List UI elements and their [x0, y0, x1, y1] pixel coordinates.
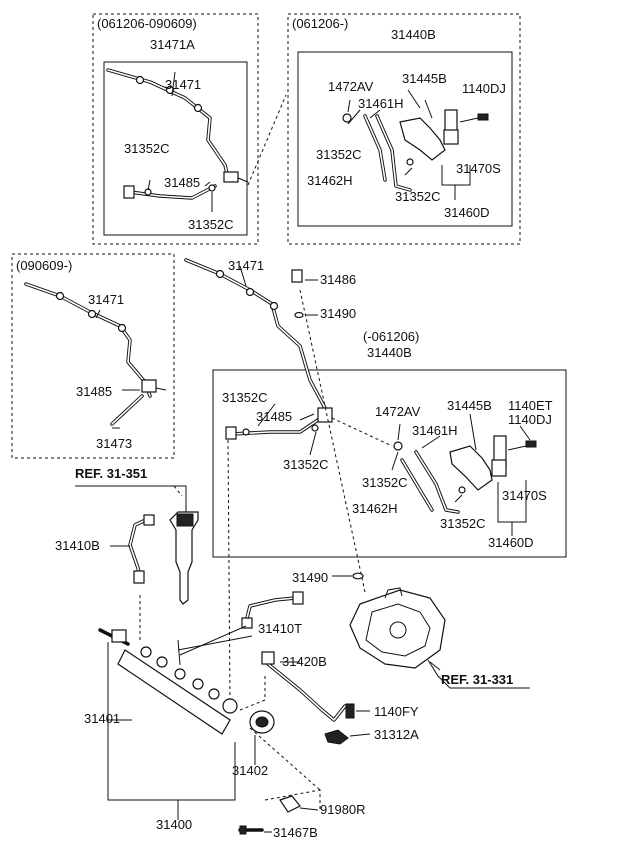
- label-31460D-mr: 31460D: [488, 535, 534, 550]
- label-31471A: 31471A: [150, 37, 195, 52]
- leader-31402: [249, 727, 321, 791]
- label-ref-31-331: REF. 31-331: [441, 672, 514, 687]
- label-1140DJ-tr: 1140DJ: [462, 81, 506, 96]
- label-31461H-tr: 31461H: [358, 96, 404, 111]
- range-top-right: (061206-): [292, 16, 349, 31]
- leader-top: [247, 94, 287, 186]
- label-31352C-mr2: 31352C: [283, 457, 329, 472]
- label-31445B-mr: 31445B: [447, 398, 492, 413]
- label-ref-31-351: REF. 31-351: [75, 466, 148, 481]
- box-top-right-inner: [297, 51, 513, 227]
- o-ring-31490: [352, 572, 364, 580]
- label-1140ET-mr: 1140ET: [508, 398, 553, 413]
- return-line-center: [184, 258, 327, 410]
- label-31352C-tr1: 31352C: [316, 147, 362, 162]
- label-31471-center: 31471: [228, 258, 265, 273]
- label-1472AV-tr: 1472AV: [328, 79, 374, 94]
- range-mid-left: (090609-): [16, 258, 73, 273]
- assembly-top-right: [342, 89, 489, 200]
- label-1472AV-mr: 1472AV: [375, 404, 421, 419]
- label-31470S-tr: 31470S: [456, 161, 501, 176]
- label-31485-tl: 31485: [164, 175, 201, 190]
- box-top-right: [287, 13, 521, 245]
- label-31312A: 31312A: [374, 727, 419, 742]
- label-31440B-mr: 31440B: [367, 345, 412, 360]
- label-31410T: 31410T: [258, 621, 303, 636]
- label-31462H-tr: 31462H: [307, 173, 353, 188]
- label-31420B: 31420B: [282, 654, 327, 669]
- label-31485-mr: 31485: [256, 409, 293, 424]
- label-31467B: 31467B: [273, 825, 318, 840]
- label-31473-ml: 31473: [96, 436, 133, 451]
- label-31461H-mr: 31461H: [412, 423, 458, 438]
- label-31401: 31401: [84, 711, 121, 726]
- label-31471-tl: 31471: [165, 77, 202, 92]
- injector: [75, 485, 199, 605]
- label-31462H-mr: 31462H: [352, 501, 398, 516]
- label-31402: 31402: [232, 763, 269, 778]
- label-1140FY: 1140FY: [374, 704, 419, 719]
- return-line-mid-left: [24, 282, 167, 429]
- label-31486: 31486: [320, 272, 357, 287]
- leader-mid: [331, 417, 393, 447]
- label-31410B: 31410B: [55, 538, 100, 553]
- box-top-left: [92, 13, 259, 245]
- fuel-pump: [349, 587, 530, 689]
- label-31490-2: 31490: [292, 570, 329, 585]
- label-31352C-mr4: 31352C: [440, 516, 486, 531]
- label-31471-ml: 31471: [88, 292, 125, 307]
- box-mid-left: [11, 253, 175, 459]
- box-top-left-inner: [103, 61, 248, 236]
- bolt-1140FY: [345, 703, 355, 719]
- label-31490-1: 31490: [320, 306, 357, 321]
- label-31445B-tr: 31445B: [402, 71, 447, 86]
- injector-pipe-31410B: [128, 516, 152, 578]
- label-31485-ml: 31485: [76, 384, 113, 399]
- bracket-31400: [107, 642, 236, 801]
- bracket-91980R: [279, 795, 301, 813]
- label-31352C-mr1: 31352C: [222, 390, 268, 405]
- label-31400: 31400: [156, 817, 193, 832]
- label-31352C-tl2: 31352C: [188, 217, 234, 232]
- leader-pump: [299, 289, 366, 593]
- label-31352C-tl1: 31352C: [124, 141, 170, 156]
- label-31440B-tr: 31440B: [391, 27, 436, 42]
- return-line-top-left: [106, 68, 249, 212]
- label-1140DJ-mr: 1140DJ: [508, 412, 552, 427]
- label-31352C-tr2: 31352C: [395, 189, 441, 204]
- label-31470S-mr: 31470S: [502, 488, 547, 503]
- box-mid-right: [212, 369, 567, 558]
- bracket-31312A: [324, 729, 349, 745]
- label-91980R: 91980R: [320, 802, 366, 817]
- label-31460D-tr: 31460D: [444, 205, 490, 220]
- range-mid-right: (-061206): [363, 329, 420, 344]
- label-31352C-mr3: 31352C: [362, 475, 408, 490]
- common-rail: [98, 595, 275, 735]
- range-top-left: (061206-090609): [97, 16, 197, 31]
- assembly-mid-right: [225, 403, 537, 536]
